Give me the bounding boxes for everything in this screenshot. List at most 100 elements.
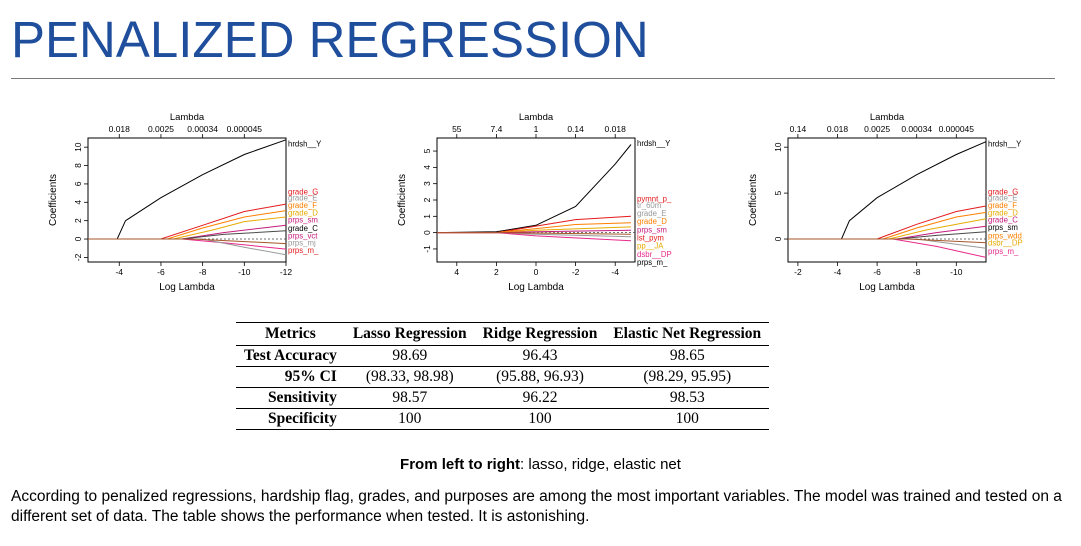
top-tick-label: 0.018	[605, 124, 627, 134]
top-tick-label: 55	[452, 124, 462, 134]
x-tick-label: -6	[157, 267, 165, 277]
variable-label: prps_m_	[637, 258, 668, 267]
table-header-metrics: Metrics	[236, 322, 345, 346]
coefficient-path	[88, 203, 287, 240]
variable-label: grade_C	[288, 224, 318, 233]
variable-label: prps_sm	[988, 223, 1018, 232]
y-tick-label: -2	[73, 253, 83, 261]
x-tick-label: 4	[454, 267, 459, 277]
cell-value: 100	[474, 408, 606, 430]
x-tick-label: -12	[280, 267, 293, 277]
top-tick-label: 0.0025	[864, 124, 890, 134]
variable-label: grade_E	[988, 194, 1017, 203]
coefficient-path	[437, 232, 632, 235]
top-axis-label: Lambda	[519, 112, 554, 123]
x-axis-label: Log Lambda	[859, 282, 915, 293]
y-tick-label: 8	[73, 163, 83, 168]
coefficient-path	[788, 225, 987, 240]
row-label: Sensitivity	[236, 387, 345, 409]
y-tick-label: 5	[773, 190, 783, 195]
metrics-table: Metrics Lasso Regression Ridge Regressio…	[236, 322, 770, 430]
x-axis-label: Log Lambda	[508, 282, 564, 293]
x-tick-label: -4	[834, 267, 842, 277]
coefficient-path	[788, 218, 987, 240]
cell-value: 98.57	[344, 387, 475, 409]
caption-bold: From left to right	[400, 456, 521, 473]
y-axis-label: Coefficients	[748, 174, 759, 226]
x-tick-label: 2	[494, 267, 499, 277]
variable-label: grade_E	[288, 194, 317, 203]
top-tick-label: 0.00034	[901, 124, 932, 134]
coefficient-path	[88, 139, 287, 240]
variable-label: grade_E	[637, 209, 666, 218]
table-header-elastic-net: Elastic Net Regression	[605, 322, 770, 346]
ridge-plot-svg: Lambda 55 7.4 1 0.14 0.018 4 2 0 -2 -4 Log Lambda -1…	[397, 112, 672, 293]
x-tick-label: 0	[534, 267, 539, 277]
cell-value: (95.88, 96.93)	[474, 366, 606, 388]
variable-label: grade_D	[988, 208, 1018, 217]
top-axis-label: Lambda	[870, 112, 905, 123]
table-row: Specificity 100 100 100	[236, 408, 770, 430]
plot-frame	[87, 137, 287, 263]
table-row: 95% CI (98.33, 98.98) (95.88, 96.93) (98…	[236, 366, 770, 388]
top-tick-label: 0.00034	[187, 124, 218, 134]
x-tick-label: -8	[199, 267, 207, 277]
row-label: Specificity	[236, 408, 345, 430]
y-tick-label: 5	[422, 148, 432, 153]
variable-label: grade_D	[288, 208, 318, 217]
x-tick-label: -6	[873, 267, 881, 277]
x-tick-label: -2	[572, 267, 580, 277]
variable-label: prps_m_	[288, 246, 319, 255]
variable-label: grade_D	[637, 217, 667, 226]
x-axis-label: Log Lambda	[159, 282, 215, 293]
variable-label: dsbr__DP	[988, 239, 1023, 248]
coefficient-path	[788, 238, 987, 249]
y-tick-label: 10	[773, 142, 783, 152]
variable-label: grade_G	[988, 187, 1018, 196]
cell-value: 98.53	[605, 387, 770, 409]
title-divider	[11, 78, 1055, 79]
lasso-coefficient-plot: Lambda 0.018 0.0025 0.00034 0.000045 -4 -6 -8 -1…	[36, 108, 342, 298]
coefficient-path	[88, 216, 287, 240]
coefficient-path	[88, 238, 287, 245]
top-tick-label: 0.018	[109, 124, 131, 134]
y-tick-label: 2	[422, 197, 432, 202]
y-tick-label: 10	[73, 142, 83, 152]
variable-label: prps_vct	[288, 231, 318, 240]
variable-label: prps_sm	[637, 225, 667, 234]
coefficient-path	[436, 144, 632, 234]
coefficient-path	[88, 210, 287, 240]
variable-label: hrdsh__Y	[637, 139, 671, 148]
elastic-net-plot-svg: Lambda 0.14 0.018 0.0025 0.00034 0.000045 -2 -4…	[748, 112, 1023, 293]
variable-label: grade_F	[288, 201, 317, 210]
top-tick-label: 7.4	[490, 124, 502, 134]
variable-label: grade_G	[288, 187, 318, 196]
top-tick-label: 0.000045	[939, 124, 975, 134]
coefficient-path	[88, 238, 287, 250]
table-row: Test Accuracy 98.69 96.43 98.65	[236, 345, 770, 367]
y-tick-label: 6	[73, 181, 83, 186]
row-label: Test Accuracy	[236, 345, 345, 367]
variable-label: prps_wdd	[988, 231, 1022, 240]
cell-value: 96.43	[474, 345, 606, 367]
cell-value: 100	[605, 408, 770, 430]
variable-label: prps_m_	[988, 247, 1019, 256]
y-axis-label: Coefficients	[48, 174, 59, 226]
plot-frame	[787, 137, 987, 263]
ridge-coefficient-plot: Lambda 55 7.4 1 0.14 0.018 4 2 0 -2 -4 Log Lambda -1…	[385, 108, 691, 298]
y-tick-label: 0	[73, 236, 83, 241]
y-tick-label: 1	[422, 214, 432, 219]
variable-label: grade_C	[988, 216, 1018, 225]
variable-label: hrdsh__Y	[988, 140, 1022, 149]
top-tick-label: 0.018	[827, 124, 849, 134]
variable-label: dsbr__DP	[637, 250, 672, 259]
top-tick-label: 0.14	[790, 124, 807, 134]
x-tick-label: -2	[794, 267, 802, 277]
top-tick-label: 0.14	[567, 124, 584, 134]
top-tick-label: 1	[534, 124, 539, 134]
y-tick-label: -1	[422, 245, 432, 253]
x-tick-label: -4	[115, 267, 123, 277]
top-tick-label: 0.000045	[227, 124, 263, 134]
table-header-row: Metrics Lasso Regression Ridge Regressio…	[236, 322, 770, 346]
variable-label: prps_mj	[288, 239, 316, 248]
